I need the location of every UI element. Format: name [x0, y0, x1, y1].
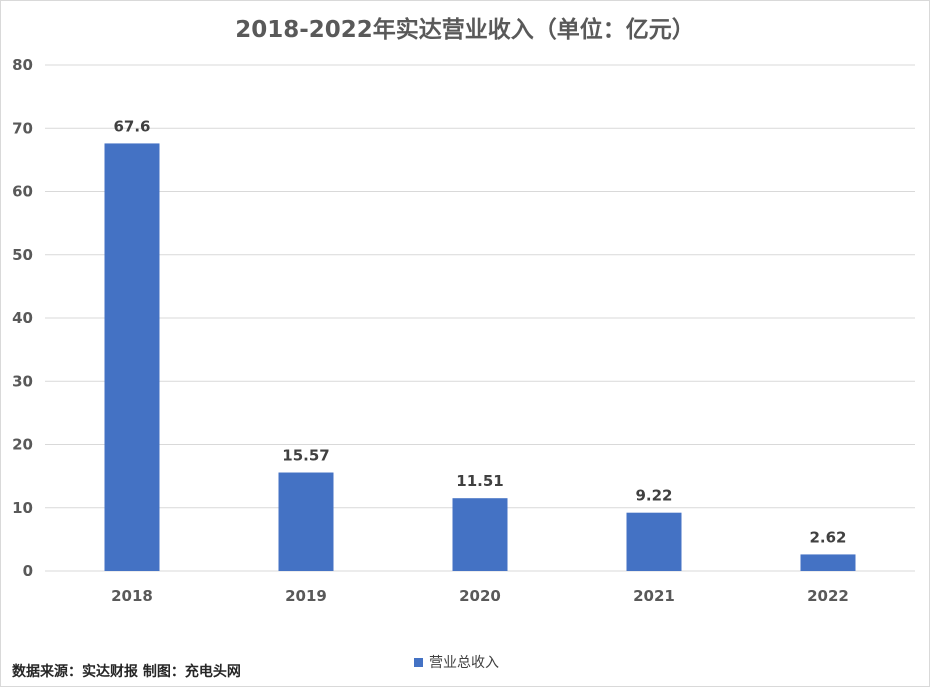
bar [452, 498, 508, 571]
bar-value-label: 11.51 [456, 472, 503, 490]
legend-swatch [414, 657, 423, 667]
chart-title: 2018-2022年实达营业收入（单位：亿元） [235, 17, 695, 43]
x-tick-label: 2021 [633, 587, 675, 605]
x-tick-label: 2022 [807, 587, 849, 605]
y-tick-label: 10 [12, 499, 33, 517]
bar [278, 472, 334, 571]
y-tick-label: 30 [12, 372, 33, 390]
data-labels: 67.6 15.57 11.51 9.22 2.62 [113, 117, 846, 546]
gridlines [45, 64, 915, 572]
legend-label: 营业总收入 [429, 655, 499, 671]
y-axis-ticks: 0 10 20 30 40 50 60 70 80 [12, 56, 33, 580]
x-axis-ticks: 2018 2019 2020 2021 2022 [111, 587, 849, 605]
x-tick-label: 2020 [459, 587, 501, 605]
bar [104, 143, 160, 571]
bar [800, 554, 856, 571]
bar-value-label: 2.62 [809, 528, 846, 546]
bar-value-label: 9.22 [635, 487, 672, 505]
legend: 营业总收入 [414, 652, 499, 672]
x-tick-label: 2019 [285, 587, 327, 605]
y-tick-label: 50 [12, 246, 33, 264]
y-tick-label: 20 [12, 436, 33, 454]
bars [104, 143, 856, 571]
y-tick-label: 0 [23, 562, 33, 580]
y-tick-label: 80 [12, 56, 33, 74]
y-tick-label: 60 [12, 183, 33, 201]
bar [626, 512, 682, 571]
x-tick-label: 2018 [111, 587, 153, 605]
bar-value-label: 67.6 [113, 117, 150, 135]
source-note: 数据来源：实达财报 制图：充电头网 [12, 664, 241, 680]
y-tick-label: 70 [12, 119, 33, 137]
y-tick-label: 40 [12, 309, 33, 327]
bar-value-label: 15.57 [282, 447, 329, 465]
